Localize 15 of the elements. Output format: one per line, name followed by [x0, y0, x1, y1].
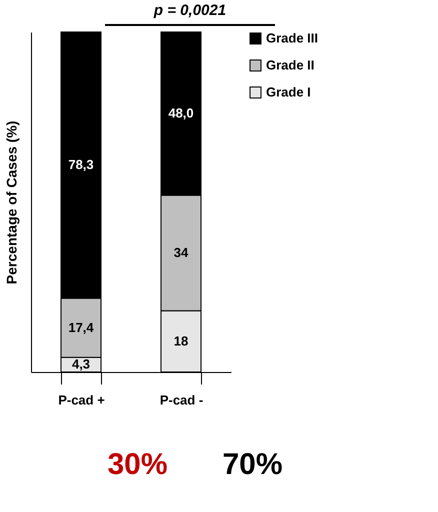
data-label: 17,4: [68, 320, 94, 335]
y-axis-title: Percentage of Cases (%): [4, 120, 20, 284]
legend-label: Grade III: [266, 30, 318, 46]
data-label: 18: [174, 333, 188, 348]
text: p = 0,0021: [152, 2, 228, 19]
text: 30%: [106, 448, 169, 482]
x-tick-label: P-cad +: [58, 392, 106, 408]
x-tick-label: P-cad -: [160, 392, 204, 408]
data-label: 78,3: [68, 157, 94, 172]
data-label: 4,3: [72, 356, 90, 372]
legend-label: Grade I: [266, 84, 311, 100]
text: 70%: [221, 448, 284, 482]
data-label: 48,0: [168, 106, 194, 121]
data-label: 34: [174, 245, 189, 260]
legend-label: Grade II: [266, 58, 314, 72]
